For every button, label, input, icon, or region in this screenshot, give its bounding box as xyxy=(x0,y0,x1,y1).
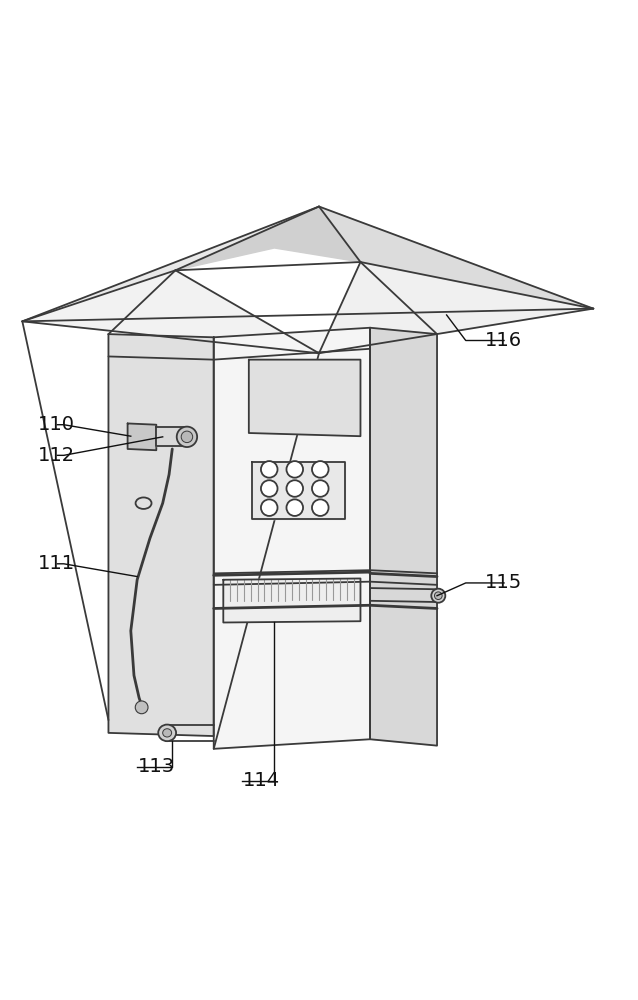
Ellipse shape xyxy=(158,725,176,741)
Circle shape xyxy=(261,461,278,478)
Polygon shape xyxy=(252,462,345,519)
Text: 115: 115 xyxy=(485,573,522,592)
Text: 114: 114 xyxy=(243,771,280,790)
Circle shape xyxy=(312,499,329,516)
Polygon shape xyxy=(370,328,437,746)
Polygon shape xyxy=(22,207,319,321)
Circle shape xyxy=(135,701,148,714)
Ellipse shape xyxy=(431,589,445,603)
Circle shape xyxy=(181,431,193,443)
Polygon shape xyxy=(249,360,360,436)
Ellipse shape xyxy=(434,592,442,600)
Text: 110: 110 xyxy=(38,415,75,434)
Text: 112: 112 xyxy=(38,446,75,465)
Circle shape xyxy=(261,480,278,497)
Polygon shape xyxy=(108,334,214,736)
Ellipse shape xyxy=(136,497,152,509)
Circle shape xyxy=(286,499,303,516)
Circle shape xyxy=(312,461,329,478)
Polygon shape xyxy=(319,262,593,353)
Polygon shape xyxy=(156,427,188,446)
Circle shape xyxy=(286,461,303,478)
Circle shape xyxy=(312,480,329,497)
Polygon shape xyxy=(223,578,360,622)
Polygon shape xyxy=(22,270,319,353)
Circle shape xyxy=(261,499,278,516)
Circle shape xyxy=(286,480,303,497)
Polygon shape xyxy=(214,328,370,749)
Polygon shape xyxy=(128,423,156,450)
Text: 116: 116 xyxy=(485,331,522,350)
Text: 113: 113 xyxy=(138,757,175,776)
Polygon shape xyxy=(175,207,360,270)
Ellipse shape xyxy=(163,729,172,737)
Circle shape xyxy=(177,427,197,447)
Text: 111: 111 xyxy=(38,554,75,573)
Polygon shape xyxy=(319,207,593,309)
